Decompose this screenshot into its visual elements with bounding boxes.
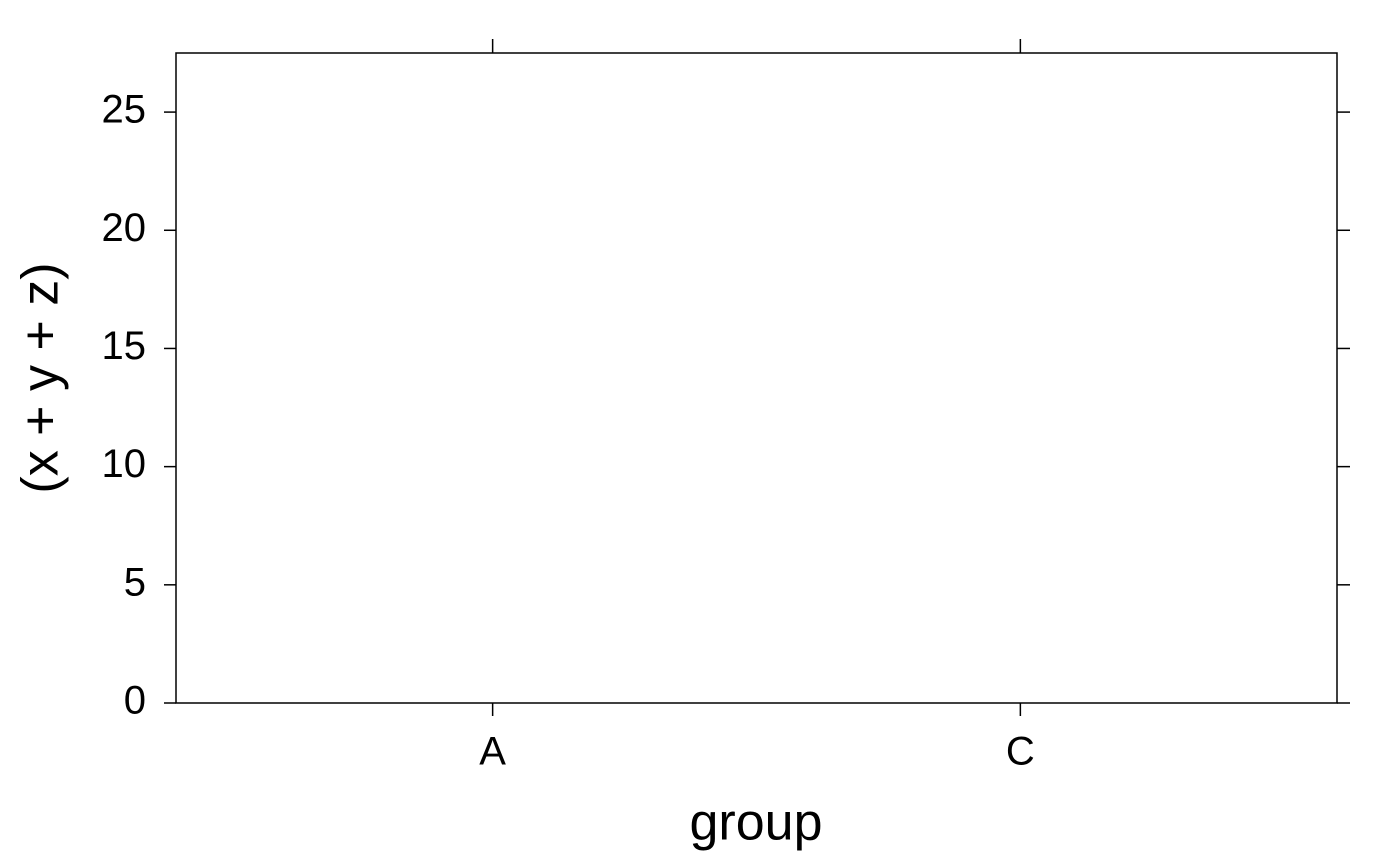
plot-frame [175, 52, 1338, 704]
y-tick-label: 25 [102, 88, 147, 132]
y-tick-label: 10 [102, 442, 147, 486]
y-tick-label: 20 [102, 206, 147, 250]
y-tick-label: 15 [102, 324, 147, 368]
y-tick-label: 5 [124, 560, 146, 604]
x-tick-label: A [479, 730, 506, 774]
x-axis-title: group [690, 794, 823, 852]
y-tick-label: 0 [124, 679, 146, 723]
y-axis-title: (x + y + z) [12, 262, 70, 493]
x-tick-label: C [1006, 730, 1035, 774]
